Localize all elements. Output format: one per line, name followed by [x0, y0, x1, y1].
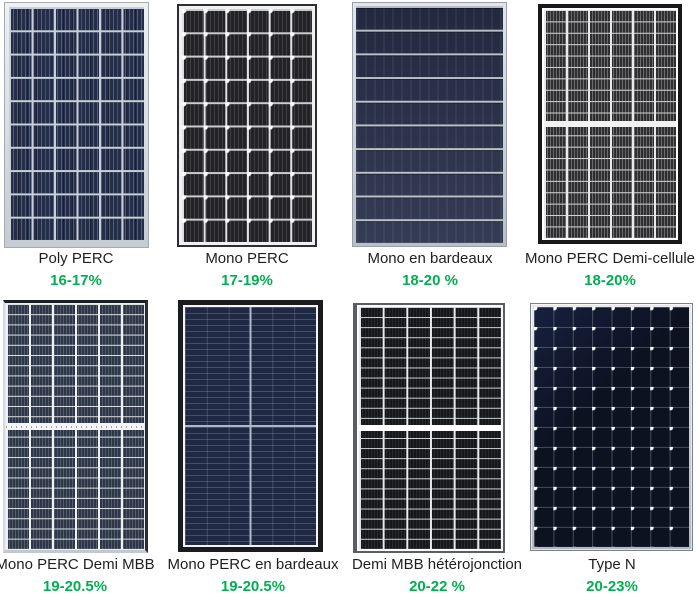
panel-efficiency: 18-20% — [584, 271, 636, 289]
caption-mono-bardeaux: Mono en bardeaux 18-20 % — [320, 250, 540, 289]
panel-label: Demi MBB hétérojonction — [351, 556, 523, 573]
caption-mono-perc-demi-cellule: Mono PERC Demi-cellule 18-20% — [500, 250, 700, 289]
poly-perc-panel-image — [4, 2, 149, 248]
mono-perc-demi-mbb-panel-image — [3, 300, 148, 553]
caption-mono-perc: Mono PERC 17-19% — [137, 250, 357, 289]
panel-efficiency: 18-20 % — [402, 271, 458, 289]
panel-efficiency: 20-23% — [586, 577, 638, 595]
demi-cellule-cell-grid — [544, 10, 676, 238]
panel-efficiency: 17-19% — [221, 271, 273, 289]
mono-perc-cell-grid — [182, 9, 312, 242]
panel-label: Mono PERC Demi MBB — [0, 556, 155, 573]
mono-perc-demi-cellule-panel-image — [538, 4, 682, 244]
panel-label: Mono en bardeaux — [367, 250, 493, 267]
panel-label: Poly PERC — [38, 250, 114, 267]
caption-type-n: Type N 20-23% — [502, 556, 700, 595]
perc-bardeaux-shingle-field — [185, 307, 316, 545]
caption-poly-perc: Poly PERC 16-17% — [0, 250, 186, 289]
panel-label: Type N — [588, 556, 636, 573]
poly-perc-cell-grid — [9, 7, 144, 240]
mono-perc-bardeaux-panel-image — [178, 300, 323, 552]
heterojonction-cell-grid — [359, 307, 501, 549]
mono-bardeaux-shingle-bands — [356, 6, 503, 243]
caption-mono-perc-bardeaux: Mono PERC en bardeaux 19-20.5% — [143, 556, 363, 595]
demi-mbb-heterojonction-panel-image — [353, 303, 505, 553]
panel-efficiency: 19-20.5% — [220, 577, 286, 595]
demi-mbb-cell-grid — [6, 304, 144, 549]
type-n-panel-image — [530, 303, 693, 551]
mono-perc-panel-image — [177, 4, 317, 247]
panel-efficiency: 19-20.5% — [42, 577, 108, 595]
panel-label: Mono PERC en bardeaux — [167, 556, 339, 573]
mono-bardeaux-panel-image — [352, 2, 507, 247]
panel-label: Mono PERC Demi-cellule — [524, 250, 696, 267]
panel-label: Mono PERC — [205, 250, 289, 267]
panel-efficiency: 20-22 % — [409, 577, 465, 595]
caption-demi-mbb-heterojonction: Demi MBB hétérojonction 20-22 % — [327, 556, 547, 595]
type-n-cell-grid — [534, 307, 689, 547]
panel-efficiency: 16-17% — [50, 271, 102, 289]
caption-mono-perc-demi-mbb: Mono PERC Demi MBB 19-20.5% — [0, 556, 185, 595]
